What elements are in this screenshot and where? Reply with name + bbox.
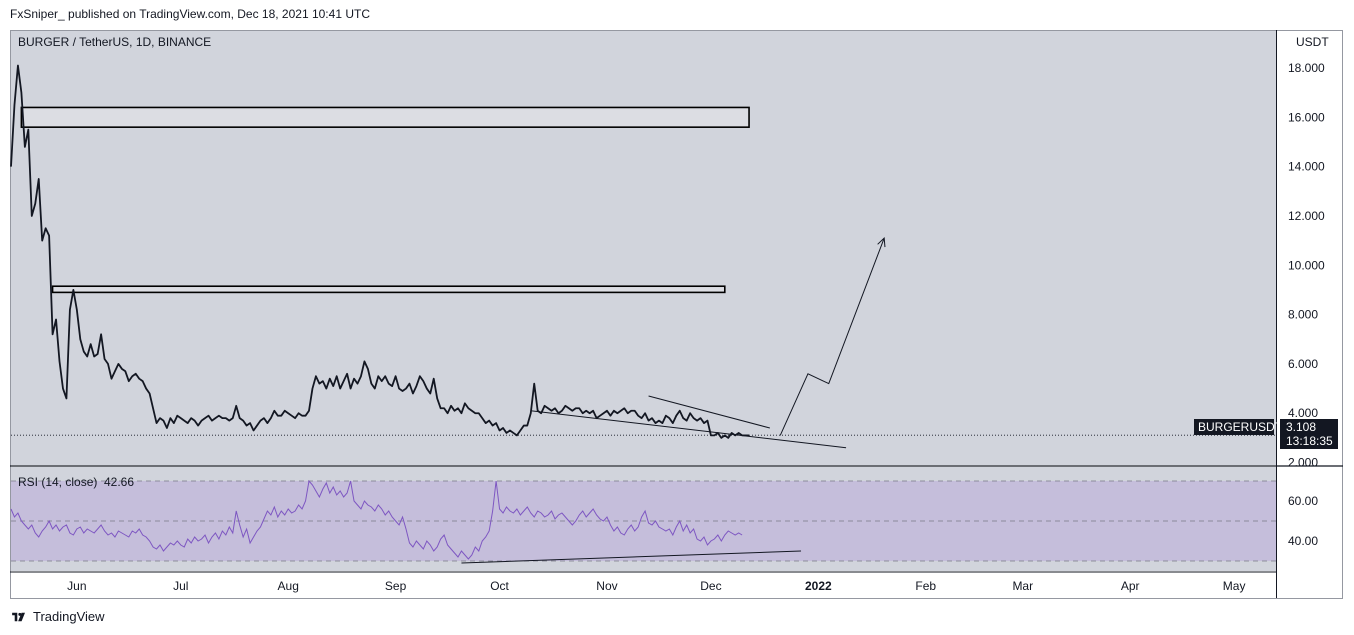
price-tick-label: 14.000 [1288, 160, 1325, 174]
time-tick-label: Nov [596, 579, 617, 593]
rsi-line [10, 479, 743, 560]
time-tick-label: Jul [173, 579, 188, 593]
price-tick-label: 6.000 [1288, 357, 1318, 371]
price-tag-bg [1280, 419, 1338, 449]
time-tick-label: May [1223, 579, 1246, 593]
drawing-annotations [11, 106, 1276, 564]
time-tick-label: Oct [490, 579, 509, 593]
zone-box-1 [20, 106, 750, 128]
price-tag: 3.108 [1286, 420, 1316, 434]
time-tick-label: Dec [700, 579, 721, 593]
rsi-series [10, 479, 743, 560]
rsi-tick-label: 40.00 [1288, 534, 1318, 548]
price-trendline-1 [530, 410, 847, 449]
footer[interactable]: TradingView [10, 609, 105, 624]
rsi-title: RSI (14, close) [18, 475, 97, 489]
rsi-axis[interactable]: 60.00 40.00 [1288, 494, 1318, 548]
price-tick-label: 2.000 [1288, 456, 1318, 470]
rsi-trendline-1 [461, 550, 802, 564]
rsi-band [11, 480, 1276, 562]
time-axis[interactable]: Jun Jul Aug Sep Oct Nov Dec 2022 Feb Mar Apr May [67, 579, 1245, 593]
price-pane-background [11, 31, 1276, 465]
price-tick-label: 4.000 [1288, 406, 1318, 420]
price-axis[interactable]: 18.000 16.000 14.000 12.000 10.000 8.000 6.000… [1288, 61, 1325, 470]
time-tick-label: Mar [1012, 579, 1033, 593]
price-axis-unit: USDT [1296, 35, 1329, 49]
countdown-tag: 13:18:35 [1286, 434, 1333, 448]
symbol-tag: BURGERUSDT [1198, 420, 1283, 434]
time-tick-label: Sep [385, 579, 407, 593]
price-tick-label: 10.000 [1288, 258, 1325, 272]
price-tick-label: 12.000 [1288, 209, 1325, 223]
time-tick-label: 2022 [805, 579, 832, 593]
symbol-tag-bg [1194, 419, 1274, 435]
footer-brand: TradingView [33, 609, 105, 624]
price-trendline-2 [648, 395, 770, 429]
last-price-label: BURGERUSDT 3.108 13:18:35 [1194, 419, 1338, 449]
price-tick-label: 18.000 [1288, 61, 1325, 75]
time-tick-label: Aug [278, 579, 299, 593]
projection-path [779, 237, 885, 436]
time-tick-label: Feb [915, 579, 936, 593]
rsi-value: 42.66 [104, 475, 134, 489]
price-tick-label: 16.000 [1288, 110, 1325, 124]
price-line [10, 64, 750, 439]
tradingview-logo-icon [12, 612, 25, 621]
zone-box-2 [51, 285, 726, 294]
projection-arrowhead [877, 237, 886, 248]
time-tick-label: Jun [67, 579, 86, 593]
time-tick-label: Apr [1121, 579, 1140, 593]
rsi-tick-label: 60.00 [1288, 494, 1318, 508]
price-tick-label: 8.000 [1288, 308, 1318, 322]
published-line: FxSniper_ published on TradingView.com, … [10, 7, 370, 21]
price-series [10, 64, 750, 439]
chart-title: BURGER / TetherUS, 1D, BINANCE [18, 35, 211, 49]
